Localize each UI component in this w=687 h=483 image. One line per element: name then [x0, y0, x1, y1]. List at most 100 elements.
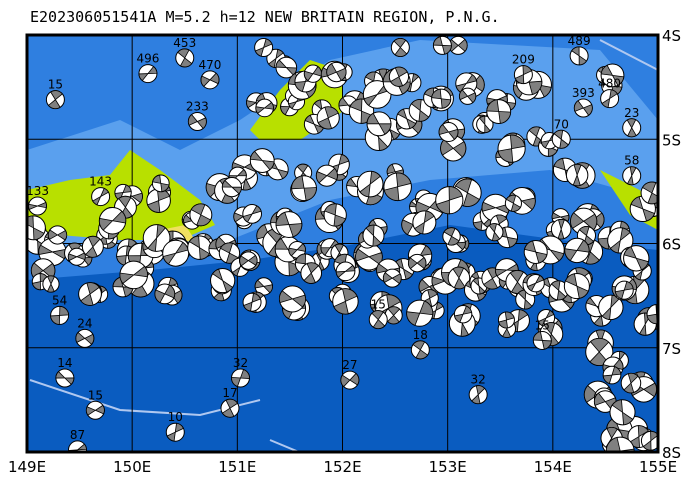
focal-mechanism[interactable]: [303, 64, 323, 83]
focal-mechanism[interactable]: [550, 218, 572, 240]
focal-mechanism[interactable]: [573, 98, 593, 118]
focal-mechanism[interactable]: [564, 237, 590, 264]
focal-mechanism[interactable]: [368, 310, 388, 330]
focal-mechanism[interactable]: [67, 247, 86, 266]
focal-mechanism[interactable]: [383, 172, 412, 202]
focal-mechanism[interactable]: [407, 253, 427, 273]
focal-mechanism[interactable]: [21, 215, 46, 241]
focal-mechanism[interactable]: [278, 285, 306, 313]
focal-mechanism[interactable]: [187, 112, 207, 132]
focal-mechanism[interactable]: [91, 187, 111, 207]
focal-mechanism[interactable]: [442, 227, 461, 246]
focal-mechanism[interactable]: [151, 174, 170, 193]
focal-mechanism[interactable]: [481, 193, 510, 222]
focal-mechanism[interactable]: [75, 328, 95, 348]
focal-mechanism[interactable]: [532, 330, 552, 350]
focal-mechanism[interactable]: [81, 235, 104, 258]
focal-mechanism[interactable]: [593, 390, 617, 413]
focal-mechanism[interactable]: [47, 225, 68, 245]
focal-mechanism[interactable]: [551, 129, 571, 149]
focal-mechanism[interactable]: [300, 262, 323, 284]
focal-mechanism[interactable]: [221, 176, 243, 198]
focal-mechanism[interactable]: [453, 178, 482, 207]
focal-mechanism[interactable]: [175, 48, 195, 68]
focal-mechanism[interactable]: [640, 181, 663, 205]
focal-mechanism[interactable]: [189, 203, 213, 227]
focal-mechanism[interactable]: [565, 163, 589, 187]
focal-mechanism[interactable]: [154, 283, 176, 305]
focal-mechanism[interactable]: [448, 35, 468, 55]
focal-mechanism[interactable]: [438, 121, 459, 142]
focal-mechanism[interactable]: [406, 299, 434, 327]
focal-mechanism[interactable]: [598, 294, 624, 321]
focal-mechanism[interactable]: [410, 340, 430, 360]
focal-mechanism[interactable]: [609, 399, 636, 426]
focal-mechanism[interactable]: [340, 370, 360, 390]
focal-mechanism[interactable]: [220, 398, 240, 418]
focal-mechanism[interactable]: [255, 98, 274, 118]
focal-mechanism[interactable]: [623, 245, 650, 272]
focal-mechanism[interactable]: [239, 251, 258, 270]
focal-mechanism[interactable]: [497, 311, 515, 329]
focal-mechanism[interactable]: [355, 242, 383, 271]
focal-mechanism[interactable]: [504, 194, 522, 212]
focal-mechanism[interactable]: [431, 88, 452, 109]
focal-mechanism[interactable]: [42, 275, 60, 293]
focal-mechanism[interactable]: [85, 400, 105, 420]
focal-mechanism[interactable]: [458, 87, 477, 105]
focal-mechanism[interactable]: [607, 227, 634, 254]
focal-mechanism[interactable]: [348, 98, 375, 124]
focal-mechanism[interactable]: [138, 64, 158, 84]
focal-mechanism[interactable]: [249, 148, 275, 173]
focal-mechanism[interactable]: [432, 35, 452, 55]
focal-mechanism[interactable]: [620, 372, 642, 394]
focal-mechanism[interactable]: [600, 63, 625, 88]
focal-mechanism[interactable]: [390, 38, 410, 58]
focal-mechanism[interactable]: [28, 196, 48, 216]
focal-mechanism[interactable]: [614, 280, 634, 300]
focal-mechanism[interactable]: [526, 274, 545, 293]
focal-mechanism[interactable]: [335, 261, 356, 282]
focal-mechanism[interactable]: [291, 175, 317, 202]
focal-mechanism[interactable]: [412, 210, 437, 235]
focal-mechanism[interactable]: [200, 70, 220, 90]
focal-mechanism[interactable]: [98, 207, 127, 235]
focal-mechanism[interactable]: [187, 235, 212, 260]
focal-mechanism[interactable]: [563, 273, 590, 300]
focal-mechanism[interactable]: [497, 134, 526, 163]
focal-mechanism[interactable]: [513, 65, 533, 85]
focal-mechanism[interactable]: [600, 89, 620, 109]
focal-mechanism[interactable]: [142, 224, 171, 252]
focal-mechanism[interactable]: [78, 282, 102, 306]
focal-mechanism[interactable]: [356, 170, 384, 198]
focal-mechanism[interactable]: [602, 365, 622, 385]
focal-mechanism[interactable]: [485, 223, 504, 242]
focal-mechanism[interactable]: [323, 203, 347, 227]
focal-mechanism[interactable]: [622, 118, 642, 138]
focal-mechanism[interactable]: [622, 166, 642, 186]
focal-mechanism[interactable]: [315, 164, 338, 187]
focal-mechanism[interactable]: [55, 368, 75, 388]
focal-mechanism[interactable]: [275, 56, 298, 79]
focal-mechanism[interactable]: [254, 277, 273, 296]
focal-mechanism[interactable]: [146, 188, 171, 213]
focal-mechanism[interactable]: [45, 90, 65, 110]
focal-mechanism[interactable]: [366, 111, 392, 137]
focal-mechanism[interactable]: [362, 224, 385, 247]
focal-mechanism[interactable]: [50, 305, 70, 325]
focal-mechanism[interactable]: [388, 66, 410, 87]
focal-mechanism[interactable]: [408, 98, 432, 122]
focal-mechanism[interactable]: [548, 280, 569, 301]
focal-mechanism[interactable]: [523, 239, 548, 264]
focal-mechanism[interactable]: [384, 306, 403, 325]
focal-mechanism[interactable]: [569, 46, 589, 66]
focal-mechanism[interactable]: [585, 337, 614, 367]
focal-mechanism[interactable]: [165, 422, 185, 442]
focal-mechanism[interactable]: [382, 268, 402, 288]
focal-mechanism[interactable]: [275, 211, 303, 238]
focal-mechanism[interactable]: [162, 239, 190, 267]
focal-mechanism[interactable]: [435, 186, 464, 215]
focal-mechanism[interactable]: [316, 106, 340, 130]
focal-mechanism[interactable]: [476, 115, 494, 134]
focal-mechanism[interactable]: [447, 266, 471, 290]
